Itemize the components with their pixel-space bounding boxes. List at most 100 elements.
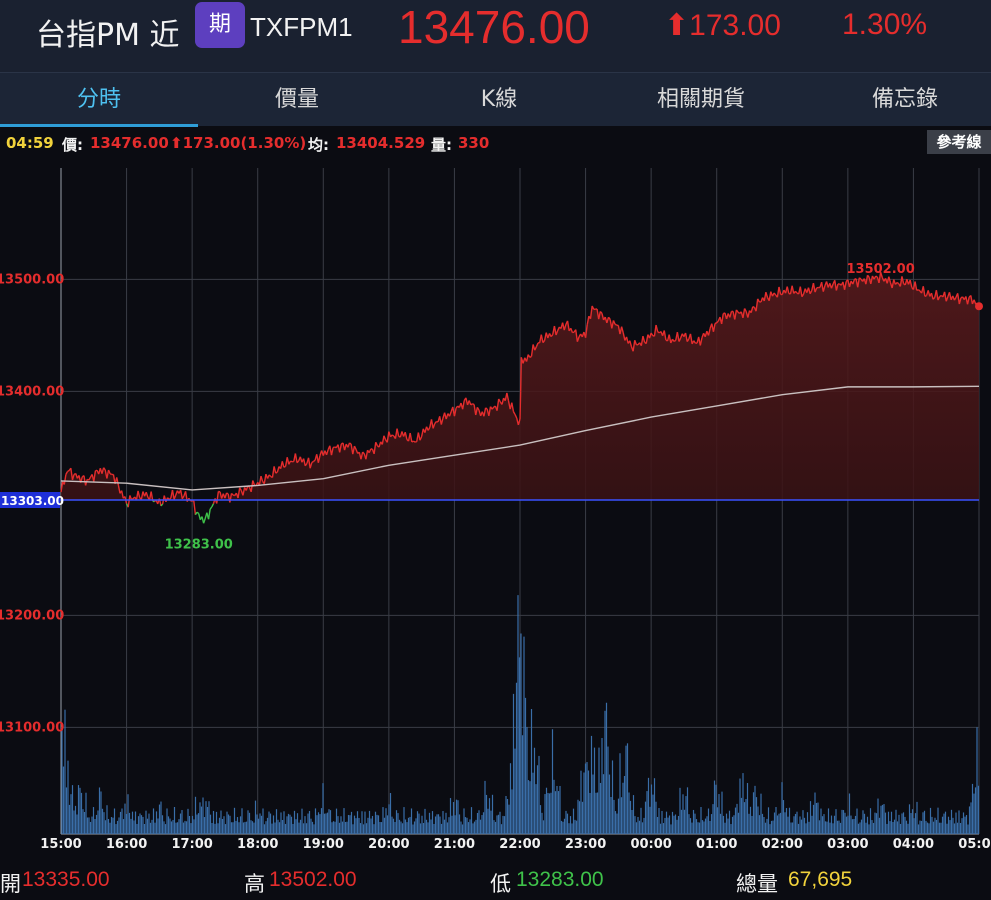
- x-tick-label: 20:00: [368, 837, 409, 852]
- price-line-segment: [317, 455, 321, 463]
- price-line-segment: [242, 487, 246, 496]
- tab-intraday[interactable]: 分時: [0, 73, 198, 127]
- price-line-segment: [576, 336, 580, 342]
- price-line-segment: [794, 290, 798, 294]
- price-change-percent: 1.30%: [842, 8, 928, 41]
- price-line-segment: [313, 459, 316, 462]
- price-line-segment: [475, 407, 479, 416]
- price-line-segment: [311, 460, 314, 464]
- price-line-segment: [296, 460, 300, 464]
- price-line-segment: [530, 344, 534, 357]
- price-line-segment: [362, 451, 365, 455]
- price-line-segment: [498, 398, 501, 403]
- price-line-segment: [750, 306, 754, 313]
- price-line-segment: [517, 418, 521, 426]
- intraday-chart[interactable]: 15:00 16:00 17:00 18:00 19:00 20:00 21:00 22:00…: [0, 158, 991, 860]
- price-line-segment: [676, 332, 680, 342]
- price-line-segment: [338, 443, 343, 453]
- tab-related-futures[interactable]: 相關期貨: [656, 87, 745, 112]
- x-tick-label: 04:00: [893, 837, 934, 852]
- x-tick-label: 19:00: [303, 837, 344, 852]
- price-line-segment: [352, 445, 356, 455]
- price-line-segment: [171, 489, 175, 500]
- price-change-value: 173.00: [689, 9, 781, 42]
- price-line-segment: [373, 442, 377, 454]
- price-line-segment: [88, 476, 92, 481]
- price-line-segment: [485, 407, 488, 410]
- tab-candlestick[interactable]: K線: [480, 87, 518, 112]
- price-area-fill: [61, 272, 979, 500]
- price-line-segment: [445, 413, 449, 420]
- price-line-segment: [86, 478, 90, 481]
- price-line-segment: [550, 333, 554, 338]
- price-line-segment: [943, 291, 947, 302]
- price-line-segment: [586, 315, 590, 325]
- info-price-label: 價:: [62, 136, 83, 154]
- price-line-segment: [893, 279, 897, 285]
- price-line-segment: [381, 435, 385, 445]
- price-line-segment: [67, 469, 70, 473]
- price-line-segment: [684, 332, 688, 342]
- price-line-segment: [534, 346, 538, 351]
- price-line-segment: [404, 432, 408, 440]
- price-line-segment: [448, 411, 452, 417]
- open-value: 13335.00: [22, 868, 110, 891]
- total-volume-label: 總量: [736, 872, 778, 896]
- price-line-segment: [566, 320, 570, 332]
- price-line-segment: [914, 281, 918, 291]
- y-tick-label: 13200.00: [0, 608, 64, 623]
- price-line-segment: [743, 308, 747, 312]
- price-line-segment: [852, 279, 856, 285]
- price-line-segment: [386, 431, 390, 443]
- price-line-segment: [525, 354, 529, 362]
- price-line-segment: [866, 274, 870, 278]
- price-line-segment: [230, 492, 234, 496]
- price-area: [61, 272, 979, 500]
- price-line-segment: [773, 292, 777, 296]
- price-line-segment: [355, 449, 359, 454]
- price-line-segment: [116, 477, 120, 486]
- price-line-segment: [101, 467, 105, 474]
- price-line-segment: [224, 492, 228, 499]
- price-line-segment: [924, 294, 927, 298]
- price-line-segment: [237, 487, 241, 499]
- price-line-segment: [332, 446, 335, 449]
- price-line-segment: [601, 313, 605, 321]
- price-line-segment: [629, 340, 633, 347]
- price-line-segment: [598, 311, 602, 320]
- price-line-segment: [160, 503, 164, 507]
- price-line-segment: [589, 305, 593, 319]
- price-line-segment: [572, 331, 575, 334]
- price-line-segment: [181, 495, 185, 500]
- price-line-segment: [678, 337, 682, 342]
- price-line-segment: [117, 484, 121, 494]
- price-line-segment: [107, 469, 111, 475]
- price-line-segment: [875, 275, 878, 278]
- price-line-segment: [799, 286, 803, 297]
- price-line-segment: [440, 418, 444, 425]
- price-line-segment: [511, 402, 515, 412]
- price-line-segment: [275, 471, 278, 474]
- price-line-segment: [699, 337, 703, 346]
- price-line-segment: [822, 285, 826, 292]
- price-line-segment: [389, 434, 393, 438]
- price-line-segment: [432, 423, 436, 429]
- price-line-segment: [273, 466, 277, 474]
- price-line-segment: [960, 296, 963, 299]
- price-line-segment: [417, 432, 421, 441]
- price-line-segment: [106, 469, 110, 479]
- tab-price-volume[interactable]: 價量: [274, 87, 319, 112]
- info-avg-label: 均:: [308, 136, 329, 154]
- price-line-segment: [127, 495, 131, 508]
- price-line-segment: [409, 432, 413, 443]
- tab-memo[interactable]: 備忘錄: [871, 87, 938, 112]
- price-line-segment: [519, 391, 522, 420]
- price-line-segment: [263, 474, 267, 484]
- tab-bar: 分時 價量 K線 相關期貨 備忘錄: [0, 72, 991, 127]
- price-line-segment: [334, 446, 337, 449]
- reference-line-button[interactable]: 參考線: [927, 130, 991, 154]
- price-line-segment: [607, 316, 611, 320]
- last-price: 13476.00: [398, 1, 590, 53]
- quote-header: 台指PM 近 期 TXFPM1 13476.00 ⬆173.00 1.30%: [0, 0, 991, 72]
- price-line-segment: [812, 283, 816, 293]
